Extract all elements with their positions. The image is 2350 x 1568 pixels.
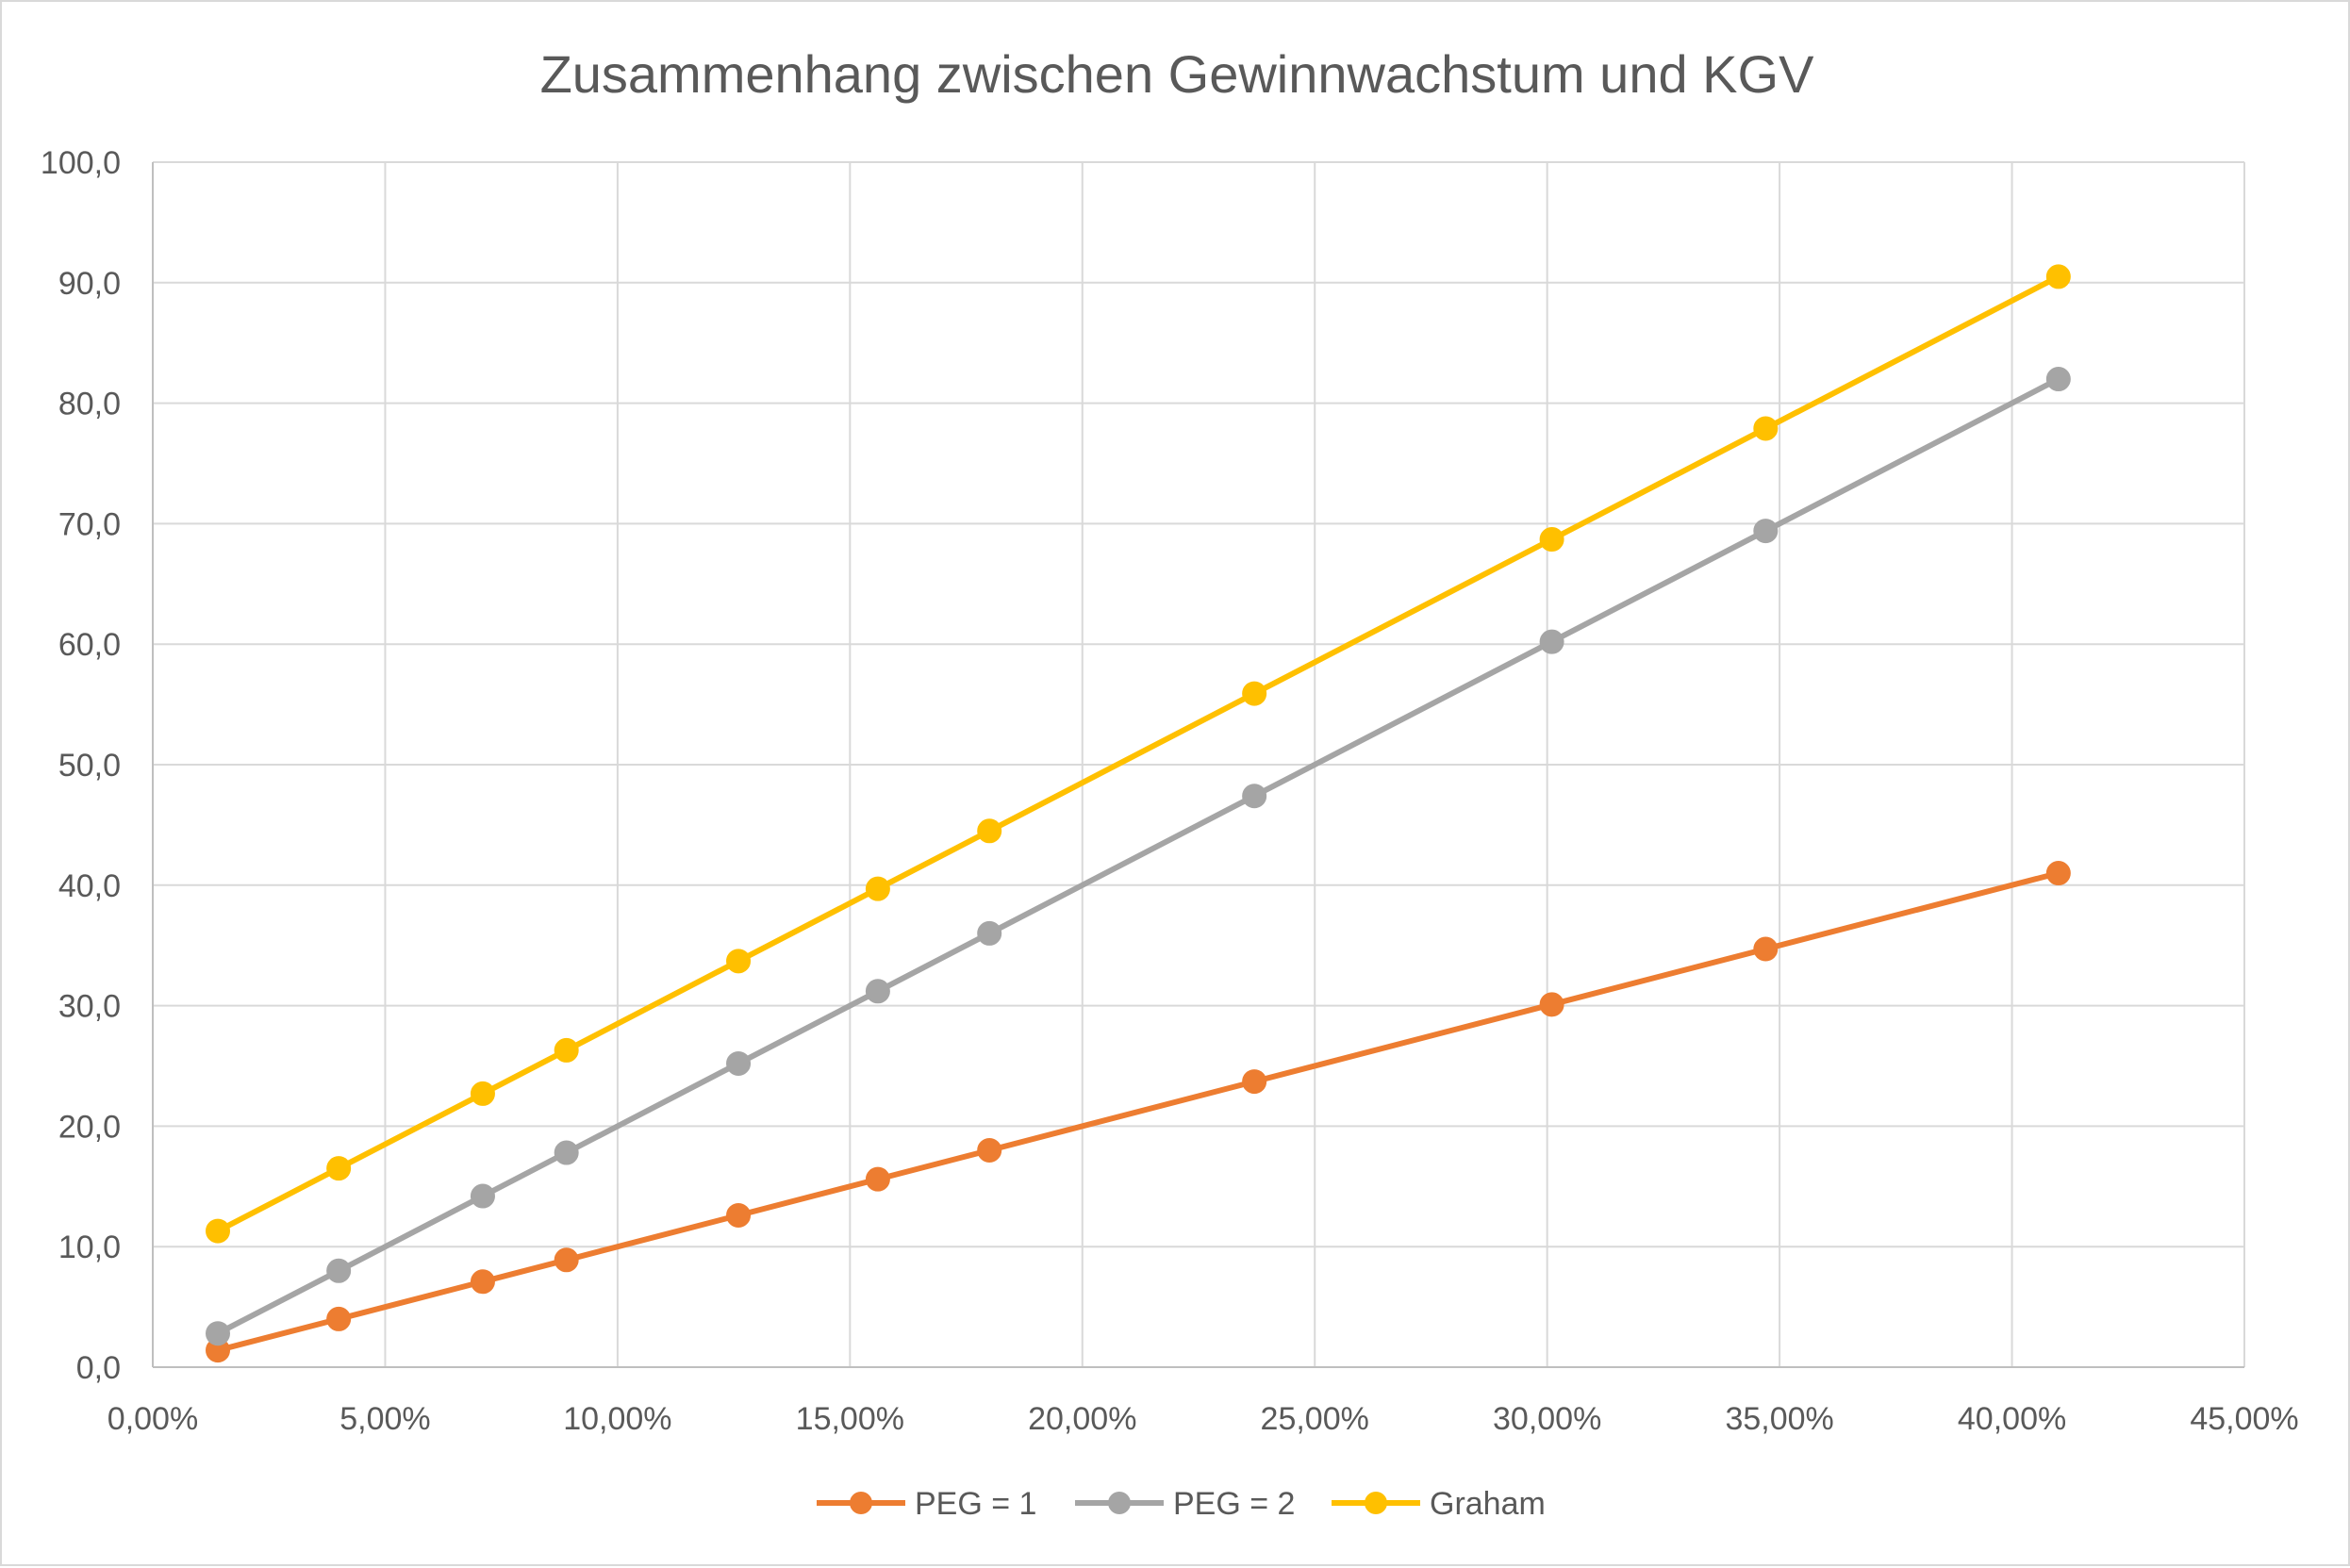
data-point xyxy=(1539,527,1564,553)
data-point xyxy=(470,1183,495,1209)
data-point xyxy=(865,876,890,901)
data-point xyxy=(726,1050,752,1076)
x-tick-label: 10,00% xyxy=(563,1401,671,1437)
data-point xyxy=(554,1247,579,1273)
y-tick-label: 10,0 xyxy=(58,1230,121,1265)
data-point xyxy=(726,949,752,974)
data-point xyxy=(2045,861,2071,886)
data-point xyxy=(1242,1069,1267,1095)
x-tick-label: 40,00% xyxy=(1958,1401,2066,1437)
x-tick-label: 5,00% xyxy=(339,1401,430,1437)
data-point xyxy=(1539,629,1564,654)
data-point xyxy=(726,1202,752,1228)
data-point xyxy=(2045,367,2071,392)
data-point xyxy=(470,1269,495,1295)
legend-marker-3 xyxy=(1365,1492,1387,1514)
data-point xyxy=(326,1306,352,1331)
y-tick-label: 70,0 xyxy=(58,506,121,542)
data-point xyxy=(206,1321,231,1346)
series-line-2 xyxy=(215,376,2061,1337)
legend-marker-1 xyxy=(850,1492,872,1514)
x-tick-label: 35,00% xyxy=(1725,1401,1833,1437)
x-tick-label: 30,00% xyxy=(1493,1401,1601,1437)
x-tick-label: 0,00% xyxy=(108,1401,198,1437)
series-line-3 xyxy=(215,273,2061,1234)
data-point xyxy=(977,1137,1002,1163)
y-tick-label: 30,0 xyxy=(58,989,121,1025)
legend-label-3: Graham xyxy=(1430,1486,1546,1522)
x-tick-label: 45,00% xyxy=(2190,1401,2298,1437)
y-tick-label: 80,0 xyxy=(58,387,121,422)
legend: PEG = 1 PEG = 2 Graham xyxy=(817,1486,1546,1522)
data-point xyxy=(1753,416,1779,441)
x-tick-label: 25,00% xyxy=(1261,1401,1369,1437)
data-point xyxy=(1539,992,1564,1017)
data-point xyxy=(2045,264,2071,289)
data-point xyxy=(326,1156,352,1181)
data-point xyxy=(1242,681,1267,706)
data-point xyxy=(1753,519,1779,544)
series-group xyxy=(206,264,2071,1363)
chart-title: Zusammenhang zwischen Gewinnwachstum und… xyxy=(540,44,1815,104)
data-point xyxy=(206,1218,231,1244)
y-tick-label: 50,0 xyxy=(58,748,121,784)
data-point xyxy=(326,1258,352,1283)
y-tick-label: 20,0 xyxy=(58,1109,121,1145)
gridlines xyxy=(153,161,2245,1367)
y-tick-label: 0,0 xyxy=(76,1350,121,1386)
data-point xyxy=(865,1166,890,1192)
data-point xyxy=(865,979,890,1004)
data-point xyxy=(977,818,1002,844)
data-point xyxy=(977,920,1002,946)
data-point xyxy=(554,1140,579,1165)
data-point xyxy=(470,1081,495,1106)
data-point xyxy=(1242,784,1267,809)
x-tick-label: 20,00% xyxy=(1028,1401,1136,1437)
y-tick-label: 90,0 xyxy=(58,266,121,302)
y-tick-label: 60,0 xyxy=(58,627,121,663)
legend-label-2: PEG = 2 xyxy=(1173,1486,1295,1522)
axes: 0,0 10,0 20,0 30,0 40,0 50,0 60,0 70,0 80,0 90,0 1… xyxy=(41,145,2299,1437)
y-tick-label: 100,0 xyxy=(41,145,121,181)
legend-marker-2 xyxy=(1108,1492,1131,1514)
legend-label-1: PEG = 1 xyxy=(915,1486,1036,1522)
x-tick-label: 15,00% xyxy=(796,1401,904,1437)
y-tick-label: 40,0 xyxy=(58,868,121,904)
data-point xyxy=(554,1037,579,1063)
data-point xyxy=(1753,936,1779,962)
